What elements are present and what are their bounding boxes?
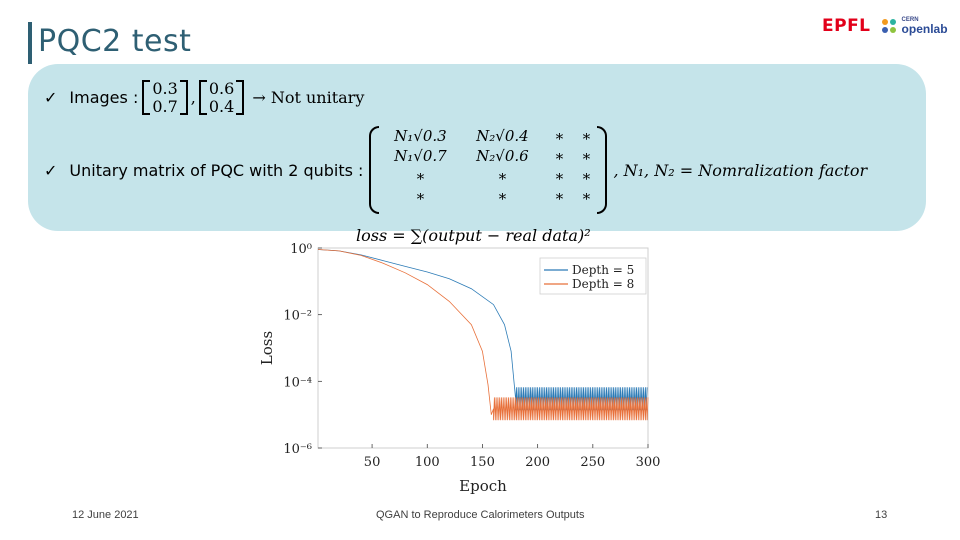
not-unitary-note: → Not unitary	[252, 88, 365, 108]
matrix-value: 0.3	[152, 79, 178, 98]
unitary-matrix-cell: N₁√0.3	[394, 127, 447, 145]
unitary-matrix-cell: ∗	[554, 147, 565, 165]
loss-chart: 50 100 150 200 250 300 10⁰ 10⁻² 10⁻⁴ 10⁻⁶ Epoch Los…	[258, 242, 661, 495]
x-tick-label: 300	[636, 455, 661, 470]
y-tick-label: 10⁻²	[283, 309, 312, 324]
check-icon: ✓	[44, 160, 58, 180]
x-tick-label: 150	[470, 455, 495, 470]
check-icon: ✓	[44, 88, 58, 108]
x-tick-label: 250	[580, 455, 605, 470]
bullet-images: ✓ Images : 0.3 0.7 , 0.6 0.4 → Not unitary	[44, 79, 365, 116]
bullet-label: Images :	[69, 88, 139, 108]
unitary-matrix-cell: ∗	[581, 187, 592, 205]
title-accent-bar	[28, 22, 32, 64]
bullet-label: Unitary matrix of PQC with 2 qubits :	[69, 160, 364, 180]
matrix-value: 0.7	[152, 96, 178, 116]
cern-label: CERN	[901, 17, 919, 23]
plot-frame	[317, 247, 649, 449]
unitary-matrix-cell: ∗	[554, 187, 565, 205]
logo-group: EPFL CERN openlab	[822, 12, 948, 40]
epfl-logo: EPFL	[822, 16, 871, 36]
series-line-2	[317, 249, 649, 421]
matrix-value: 0.4	[208, 96, 235, 116]
unitary-matrix-cell: N₁√0.7	[394, 147, 447, 165]
y-tick-label: 10⁻⁴	[283, 375, 312, 390]
image-matrix-1: 0.3 0.7	[142, 79, 188, 116]
unitary-matrix-cell: N₂√0.6	[476, 147, 529, 165]
page-title: PQC2 test	[38, 24, 192, 59]
bullet-unitary-matrix: ✓ Unitary matrix of PQC with 2 qubits : …	[44, 126, 867, 214]
x-tick-label: 50	[364, 455, 381, 470]
content-panel	[28, 64, 926, 231]
y-tick-label: 10⁰	[290, 242, 312, 257]
unitary-matrix-cell: ∗	[497, 187, 508, 205]
x-tick-label: 200	[525, 455, 550, 470]
footer-date: 12 June 2021	[72, 509, 139, 521]
unitary-matrix-cell: ∗	[581, 167, 592, 185]
x-axis-label: Epoch	[459, 477, 507, 495]
unitary-matrix-cell: ∗	[554, 127, 565, 145]
unitary-matrix: N₁√0.3 N₂√0.4 ∗ ∗ N₁√0.7 N₂√0.6 ∗ ∗ ∗ ∗ ∗ ∗ ∗ ∗ ∗ ∗	[369, 126, 608, 214]
unitary-matrix-cell: ∗	[497, 167, 508, 185]
unitary-matrix-cell: N₂√0.4	[476, 127, 529, 145]
unitary-matrix-cell: ∗	[581, 127, 592, 145]
y-axis-label: Loss	[258, 331, 276, 365]
normalization-note: , N₁, N₂ = Nomralization factor	[613, 160, 868, 180]
unitary-matrix-cell: ∗	[415, 187, 426, 205]
openlab-mark-icon	[881, 19, 896, 33]
image-matrix-2: 0.6 0.4	[198, 79, 245, 116]
x-tick-label: 100	[415, 455, 440, 470]
page-number: 13	[875, 509, 888, 521]
matrix-value: 0.6	[208, 79, 235, 98]
cern-openlab-logo: CERN openlab	[879, 16, 948, 36]
unitary-matrix-cell: ∗	[415, 167, 426, 185]
openlab-label: openlab	[901, 22, 948, 36]
legend-label: Depth = 5	[572, 263, 634, 277]
footer-title: QGAN to Reproduce Calorimeters Outputs	[376, 509, 585, 521]
legend-box	[539, 257, 647, 295]
legend-label: Depth = 8	[572, 277, 634, 291]
unitary-matrix-cell: ∗	[554, 167, 565, 185]
unitary-matrix-cell: ∗	[581, 147, 592, 165]
y-tick-label: 10⁻⁶	[283, 442, 312, 457]
loss-equation: loss = ∑(output − real data)²	[356, 226, 591, 245]
